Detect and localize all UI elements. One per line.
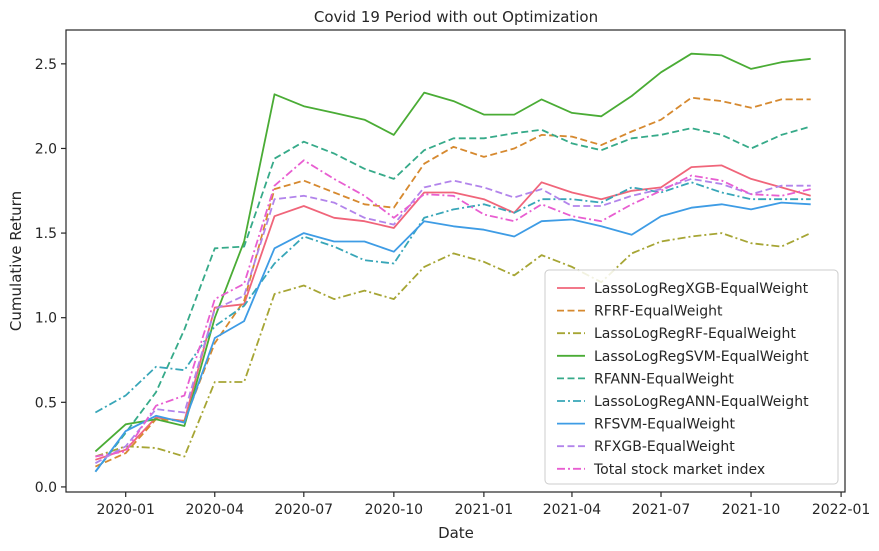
x-tick-label: 2021-10 bbox=[722, 502, 781, 518]
series-line-1 bbox=[95, 96, 811, 468]
legend-entry-label: Total stock market index bbox=[593, 462, 765, 478]
x-tick-label: 2020-04 bbox=[186, 502, 245, 518]
series-line-2 bbox=[95, 232, 812, 458]
x-axis-title: Date bbox=[438, 524, 474, 542]
legend-entry-label: RFXGB-EqualWeight bbox=[594, 439, 735, 455]
legend-entry-label: LassoLogRegSVM-EqualWeight bbox=[594, 349, 809, 365]
series-line-5 bbox=[94, 181, 811, 414]
y-tick-label: 0.5 bbox=[35, 395, 57, 411]
x-tick-label: 2022-01 bbox=[812, 502, 871, 518]
x-tick-label: 2021-04 bbox=[543, 502, 602, 518]
legend-entry-label: LassoLogRegRF-EqualWeight bbox=[594, 326, 796, 342]
legend-entry-label: RFSVM-EqualWeight bbox=[594, 417, 735, 433]
legend-box bbox=[544, 269, 839, 485]
chart-title: Covid 19 Period with out Optimization bbox=[314, 8, 598, 26]
x-tick-label: 2020-10 bbox=[365, 502, 424, 518]
x-tick-label: 2020-07 bbox=[275, 502, 334, 518]
legend-entry-label: LassoLogRegANN-EqualWeight bbox=[594, 394, 809, 410]
series-line-6 bbox=[94, 201, 811, 473]
series-line-0 bbox=[95, 164, 811, 461]
legend-entry-label: RFANN-EqualWeight bbox=[594, 371, 734, 387]
series-line-4 bbox=[94, 125, 811, 473]
y-tick-label: 1.5 bbox=[35, 226, 57, 242]
y-axis-title: Cumulative Return bbox=[7, 191, 25, 331]
series-line-8 bbox=[95, 159, 811, 458]
y-tick-label: 2.0 bbox=[35, 141, 57, 157]
x-tick-label: 2020-01 bbox=[96, 502, 155, 518]
legend: LassoLogRegXGB-EqualWeight RFRF-EqualWeig… bbox=[544, 269, 839, 485]
y-tick-label: 1.0 bbox=[35, 311, 57, 327]
series-line-3 bbox=[94, 52, 811, 453]
plot-frame bbox=[65, 29, 846, 493]
y-tick-label: 0.0 bbox=[35, 480, 57, 496]
legend-entry-label: RFRF-EqualWeight bbox=[594, 304, 723, 320]
y-tick-label: 2.5 bbox=[35, 57, 57, 73]
legend-entry-label: LassoLogRegXGB-EqualWeight bbox=[594, 281, 809, 297]
x-tick-label: 2021-07 bbox=[632, 502, 691, 518]
x-tick-label: 2021-01 bbox=[455, 502, 514, 518]
